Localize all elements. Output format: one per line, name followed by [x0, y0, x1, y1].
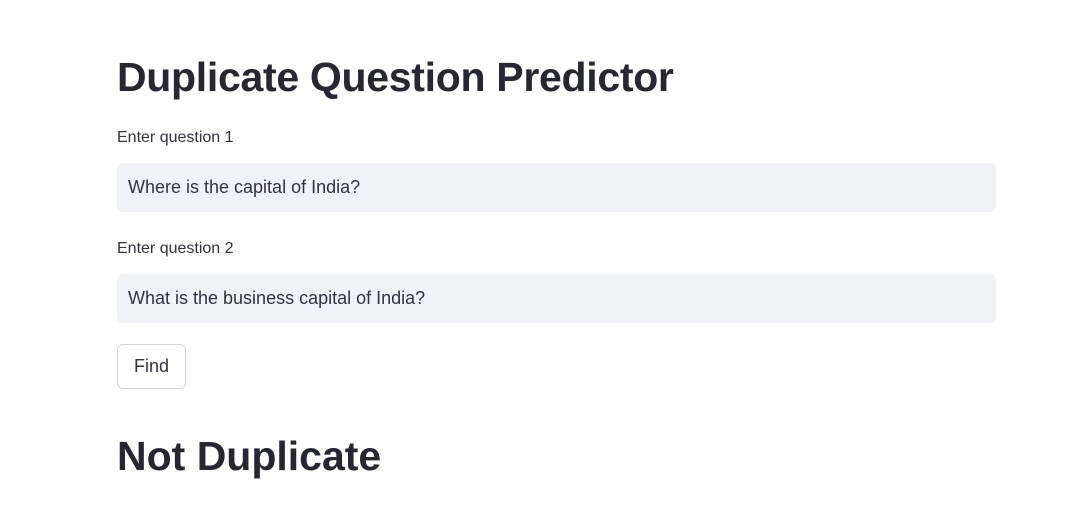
- question1-input[interactable]: [117, 163, 996, 212]
- question1-label: Enter question 1: [117, 129, 234, 146]
- question2-input[interactable]: [117, 274, 996, 323]
- result-heading: Not Duplicate: [117, 433, 382, 479]
- question2-label: Enter question 2: [117, 240, 234, 257]
- find-button[interactable]: Find: [117, 344, 186, 389]
- page-title: Duplicate Question Predictor: [117, 54, 674, 100]
